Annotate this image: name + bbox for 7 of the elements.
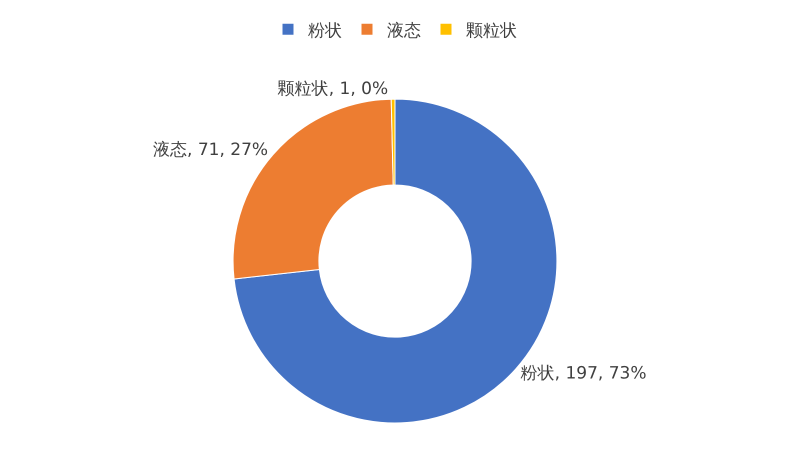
- legend-label: 颗粒状: [466, 20, 517, 41]
- donut-slice: [234, 98, 558, 424]
- legend-label: 液态: [387, 20, 421, 41]
- data-label: 颗粒状, 1, 0%: [278, 79, 388, 100]
- legend-label: 粉状: [308, 20, 342, 41]
- data-label: 粉状, 197, 73%: [520, 363, 647, 384]
- data-label: 液态, 71, 27%: [153, 140, 268, 160]
